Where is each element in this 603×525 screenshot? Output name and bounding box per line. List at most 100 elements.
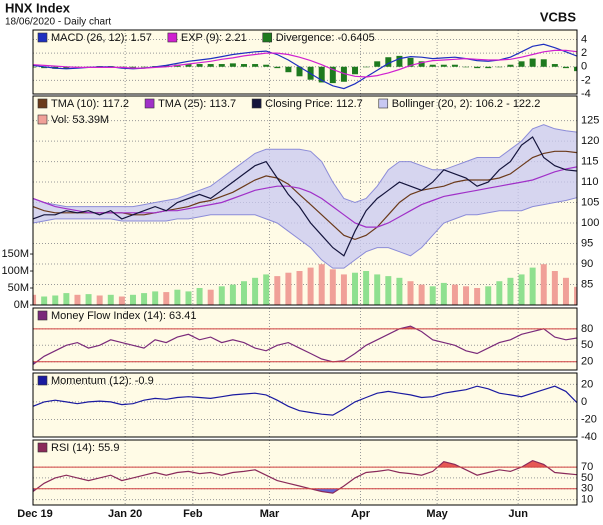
y-tick-label: 50 — [581, 339, 593, 351]
volume-bar — [107, 294, 114, 305]
bollinger-lower — [33, 197, 577, 269]
plot — [33, 96, 577, 305]
legend-label: Bollinger (20, 2): 106.2 - 122.2 — [392, 98, 541, 110]
y-tick-label: 4 — [581, 33, 587, 45]
volume-bar — [285, 272, 292, 305]
volume-bar — [429, 286, 436, 305]
divergence-bar — [385, 57, 392, 67]
legend-label: Vol: 53.39M — [51, 114, 109, 126]
y-tick-label: -4 — [581, 88, 591, 100]
plot-border — [32, 95, 578, 306]
volume-bar — [440, 282, 447, 305]
divergence-bar — [540, 59, 547, 67]
legend-label: Closing Price: 112.7 — [265, 98, 363, 110]
volume-bar — [52, 295, 59, 305]
divergence-bar — [463, 66, 470, 68]
volume-bar — [363, 271, 370, 305]
volume-bar — [229, 284, 236, 305]
volume-bar — [340, 274, 347, 305]
legend-swatch — [167, 32, 178, 43]
overbought-fill — [33, 460, 577, 468]
legend-swatch — [144, 98, 155, 109]
divergence-bar — [329, 66, 336, 84]
volume-bar — [374, 274, 381, 305]
x-tick-label: Feb — [183, 508, 203, 520]
divergence-bar — [374, 61, 381, 67]
x-tick-label: Mar — [260, 508, 280, 520]
divergence-bar — [485, 66, 492, 69]
y-tick-label: 10 — [581, 493, 593, 505]
divergence-bar — [63, 66, 70, 69]
divergence-bar — [451, 64, 458, 67]
plot-background — [33, 308, 577, 370]
volume-bar — [174, 289, 181, 305]
volume-bar — [85, 294, 92, 305]
volume-bar — [407, 281, 414, 305]
volume-bar — [496, 281, 503, 305]
y-tick-label: 0 — [581, 61, 587, 73]
volume-bar — [152, 291, 159, 305]
volume-bar — [296, 271, 303, 305]
legend-label: TMA (10): 117.2 — [51, 98, 129, 110]
y-tick-label: 2 — [581, 47, 587, 59]
y2-tick-label: 50M — [8, 282, 29, 294]
legend-swatch — [37, 375, 48, 386]
divergence-bar — [229, 63, 236, 67]
legend-swatch — [251, 98, 262, 109]
bollinger-band — [33, 124, 577, 269]
divergence-bar — [352, 66, 359, 75]
y-tick-label: 20 — [581, 378, 593, 390]
y-tick-label: 70 — [581, 461, 593, 473]
divergence-bar — [252, 64, 259, 67]
divergence-bar — [574, 66, 577, 72]
y-tick-label: -20 — [581, 413, 597, 425]
y-tick-label: 30 — [581, 483, 593, 495]
divergence-bar — [562, 66, 569, 69]
volume-bar — [451, 284, 458, 305]
legend-label: Divergence: -0.6405 — [276, 32, 375, 44]
divergence-bar — [263, 64, 270, 67]
bollinger-upper — [33, 124, 577, 208]
y-tick-label: -2 — [581, 74, 591, 86]
volume-bar — [274, 276, 281, 305]
volume-bar — [63, 293, 70, 305]
plot-background — [33, 30, 577, 94]
volume-bar — [352, 272, 359, 305]
divergence-bar — [41, 66, 48, 69]
divergence-bar — [529, 58, 536, 67]
series-line — [33, 385, 577, 416]
divergence-bar — [518, 61, 525, 67]
series-line — [33, 325, 577, 365]
plot-border — [32, 29, 578, 95]
divergence-bar — [274, 66, 281, 69]
x-tick-label: Jan 20 — [108, 508, 142, 520]
volume-bar — [318, 264, 325, 305]
legend-swatch — [37, 98, 48, 109]
volume-bar — [507, 277, 514, 305]
y-tick-label: 125 — [581, 114, 599, 126]
x-tick-label: Apr — [351, 508, 371, 520]
divergence-bar — [396, 55, 403, 67]
divergence-bar — [241, 64, 247, 67]
volume-bar — [252, 277, 259, 305]
volume-bar — [74, 294, 81, 305]
volume-bar — [529, 267, 536, 305]
x-tick-label: May — [426, 508, 448, 520]
y2-tick-label: 150M — [1, 248, 29, 260]
volume-bar — [196, 288, 203, 305]
volume-bar — [218, 286, 225, 305]
divergence-bar — [440, 64, 447, 67]
volume-bar — [518, 274, 525, 305]
chart-title: HNX Index — [5, 0, 71, 15]
divergence-bar — [218, 64, 225, 67]
y-tick-label: 85 — [581, 278, 593, 290]
divergence-bar — [551, 64, 558, 67]
legend-swatch — [37, 114, 48, 125]
divergence-bar — [129, 66, 136, 68]
volume-bar — [96, 295, 103, 305]
divergence-bar — [207, 64, 214, 67]
plot — [33, 308, 577, 370]
series-line — [33, 459, 577, 494]
legend-label: MACD (26, 12): 1.57 — [51, 32, 152, 44]
